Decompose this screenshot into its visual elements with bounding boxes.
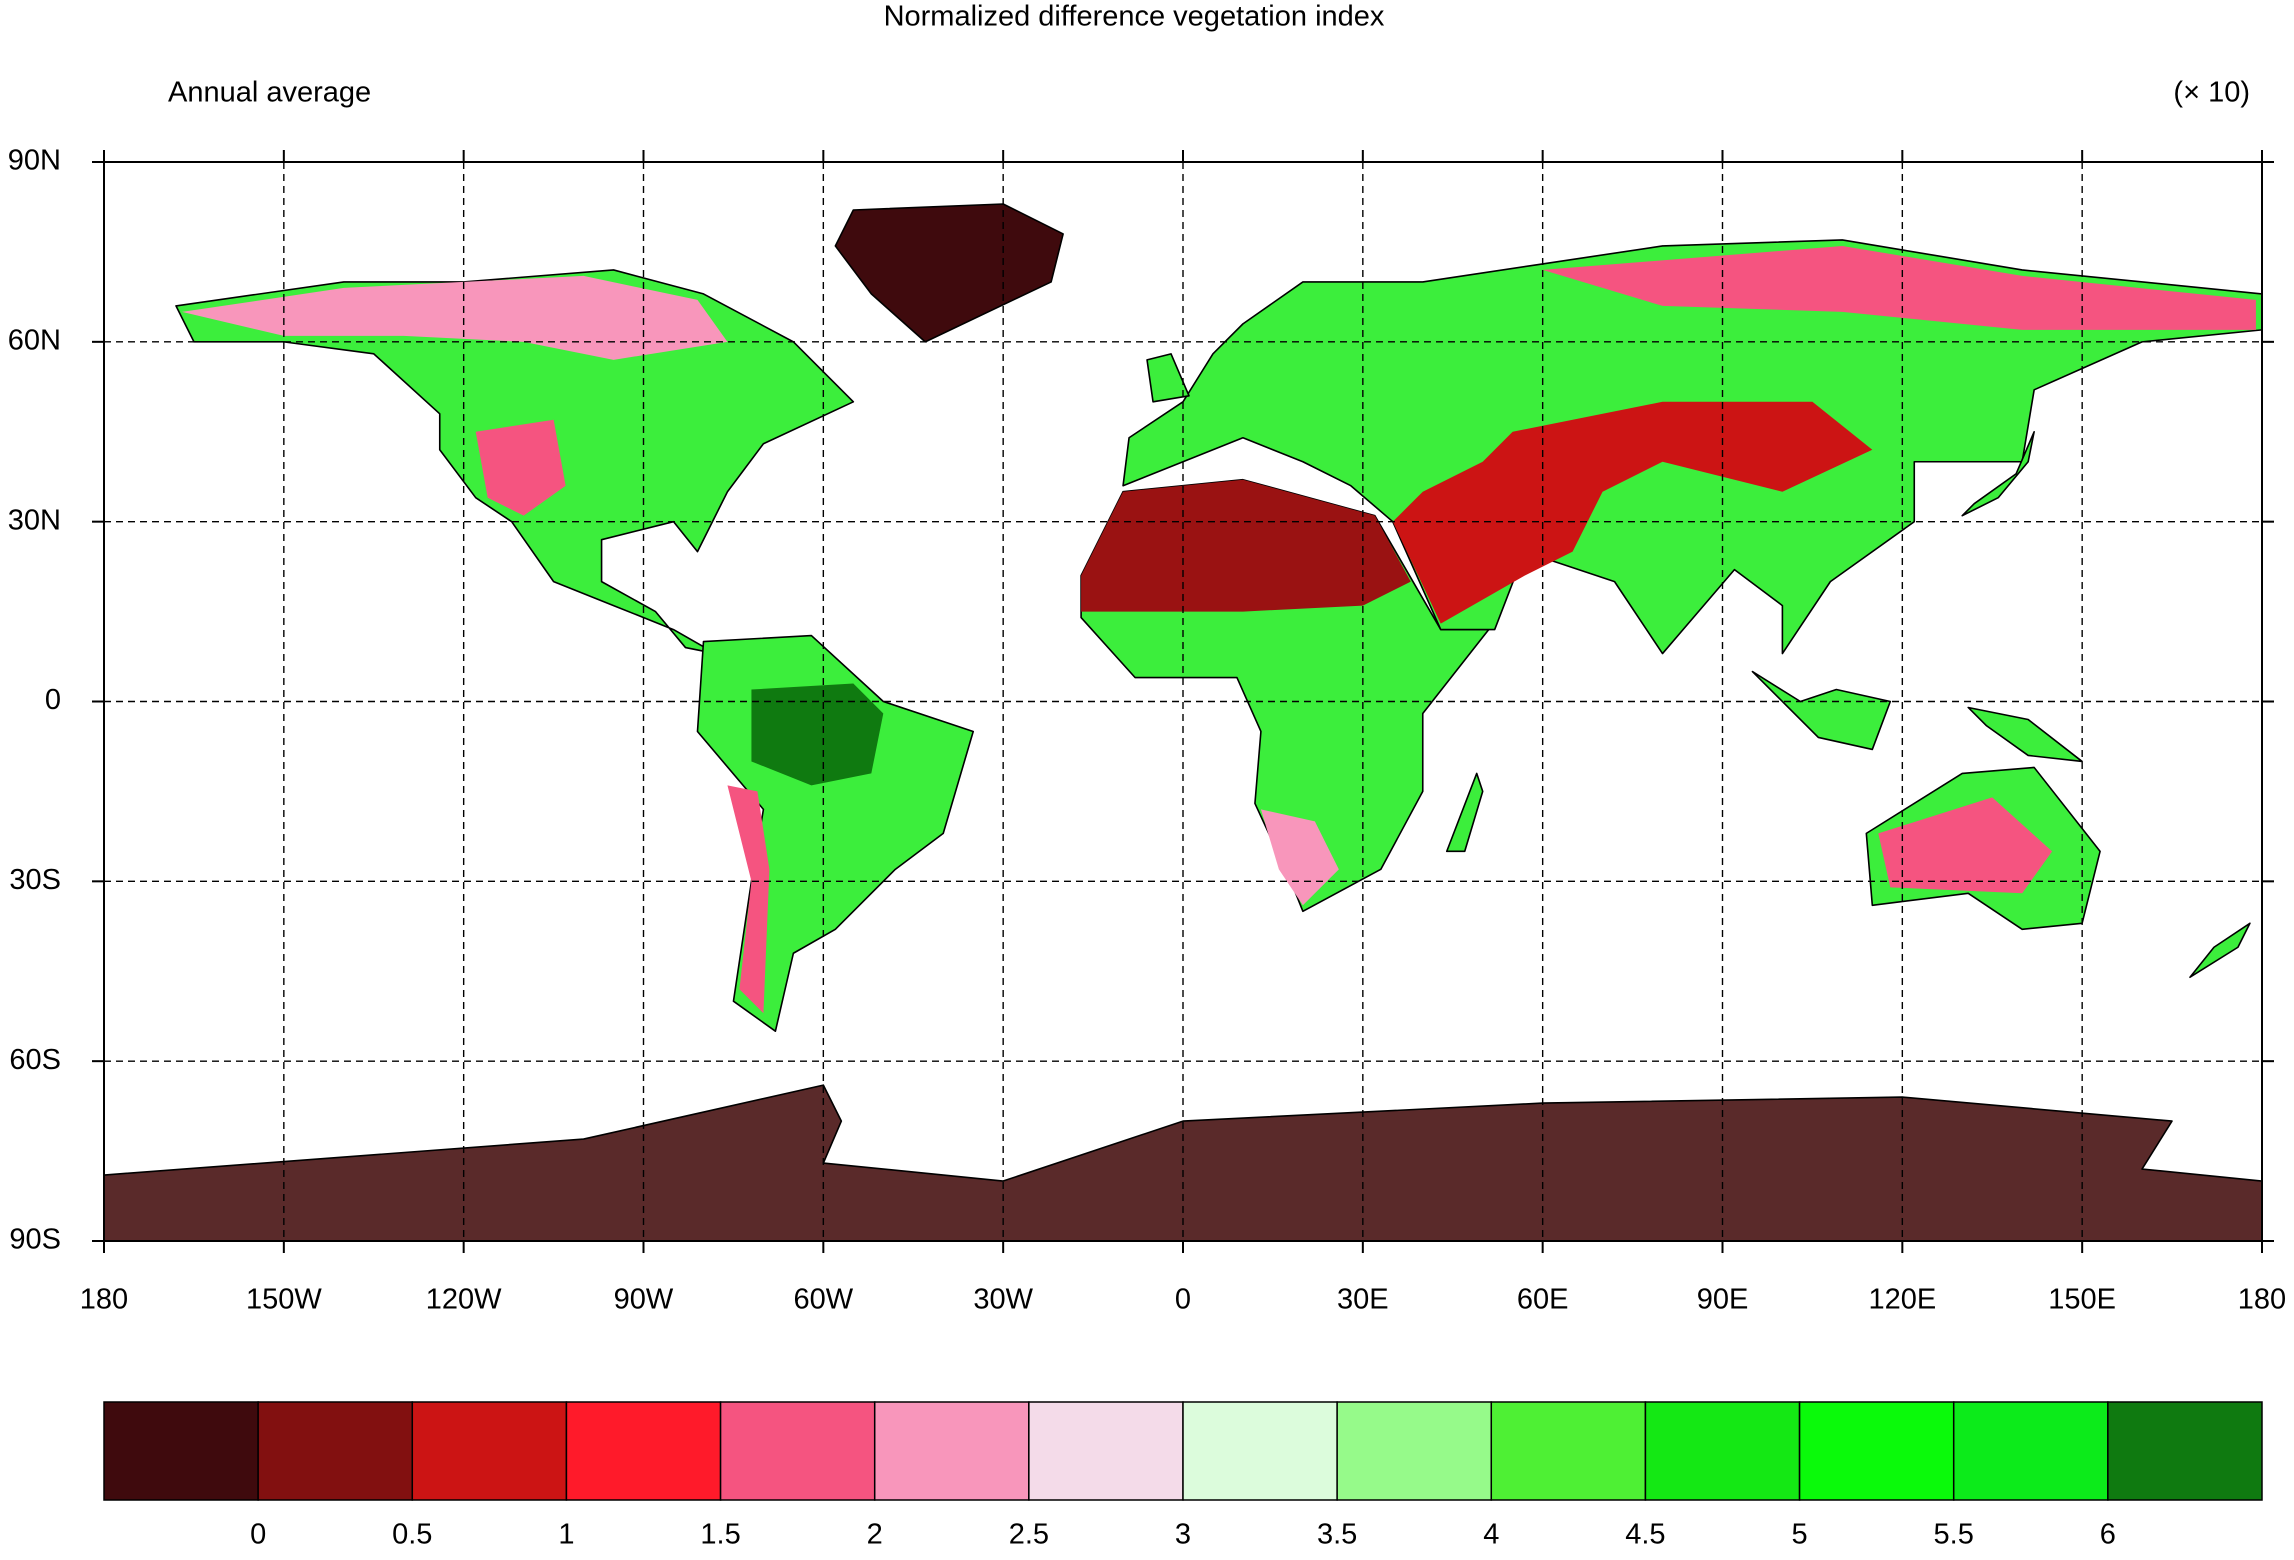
sahara-patch: [1081, 479, 1411, 612]
y-tick-label: 60S: [9, 1044, 61, 1076]
colorbar-label: 1: [558, 1519, 574, 1551]
siberia-patch: [1542, 245, 2256, 330]
colorbar-label: 0: [250, 1519, 266, 1551]
britain: [1147, 354, 1189, 402]
units-label: (× 10): [2173, 77, 2250, 109]
y-tick-label: 30N: [8, 504, 61, 536]
subtitle: Annual average: [168, 77, 371, 109]
new-guinea: [1968, 707, 2082, 761]
asia-desert-patch: [1392, 401, 1873, 624]
amazon-patch: [751, 683, 884, 786]
x-tick-label: 60W: [794, 1284, 854, 1316]
x-tick-label: 180: [80, 1284, 128, 1316]
x-tick-label: 150W: [246, 1284, 322, 1316]
colorbar-box: [1952, 1401, 2109, 1501]
colorbar-box: [719, 1401, 876, 1501]
indonesia: [1752, 672, 1890, 750]
colorbar-label: 0.5: [392, 1519, 432, 1551]
x-tick-label: 30E: [1337, 1284, 1389, 1316]
colorbar-label: 1.5: [700, 1519, 740, 1551]
colorbar-label: 5: [1792, 1519, 1808, 1551]
colorbar-label: 4.5: [1625, 1519, 1665, 1551]
y-tick-label: 30S: [9, 864, 61, 896]
x-tick-label: 90E: [1697, 1284, 1749, 1316]
tundra-patch: [182, 275, 728, 360]
x-tick-label: 0: [1175, 1284, 1191, 1316]
colorbar-box: [565, 1401, 722, 1501]
colorbar-label: 3.5: [1317, 1519, 1357, 1551]
colorbar-box: [2107, 1401, 2263, 1501]
y-tick-label: 60N: [8, 324, 61, 356]
andes-patch: [727, 785, 770, 1014]
colorbar-box: [1336, 1401, 1493, 1501]
colorbar-label: 5.5: [1934, 1519, 1974, 1551]
dry-patch: [475, 419, 566, 516]
y-tick-label: 90S: [9, 1224, 61, 1256]
madagascar: [1447, 773, 1483, 851]
colorbar-box: [1798, 1401, 1955, 1501]
colorbar-box: [1028, 1401, 1184, 1501]
y-tick-label: 90N: [8, 145, 61, 177]
colorbar-box: [873, 1401, 1030, 1501]
x-tick-label: 60E: [1517, 1284, 1569, 1316]
colorbar-box: [1490, 1401, 1647, 1501]
colorbar-box: [1182, 1401, 1338, 1501]
colorbar-label: 3: [1175, 1519, 1191, 1551]
x-tick-label: 180: [2238, 1284, 2286, 1316]
colorbar-label: 2.5: [1009, 1519, 1049, 1551]
colorbar-label: 6: [2100, 1519, 2116, 1551]
x-tick-label: 90W: [614, 1284, 674, 1316]
x-tick-label: 150E: [2048, 1284, 2116, 1316]
australia-interior-patch: [1878, 797, 2053, 894]
new-zealand: [2190, 923, 2250, 977]
colorbar-box: [103, 1401, 259, 1501]
x-tick-label: 120W: [426, 1284, 502, 1316]
chart-title: Normalized difference vegetation index: [884, 1, 1385, 33]
colorbar-box: [411, 1401, 568, 1501]
colorbar-label: 4: [1483, 1519, 1499, 1551]
greenland: [835, 204, 1063, 342]
colorbar-box: [1644, 1401, 1801, 1501]
japan: [1962, 432, 2034, 516]
x-tick-label: 30W: [973, 1284, 1033, 1316]
colorbar-box: [257, 1401, 414, 1501]
y-tick-label: 0: [45, 684, 61, 716]
colorbar-label: 2: [867, 1519, 883, 1551]
x-tick-label: 120E: [1868, 1284, 1936, 1316]
